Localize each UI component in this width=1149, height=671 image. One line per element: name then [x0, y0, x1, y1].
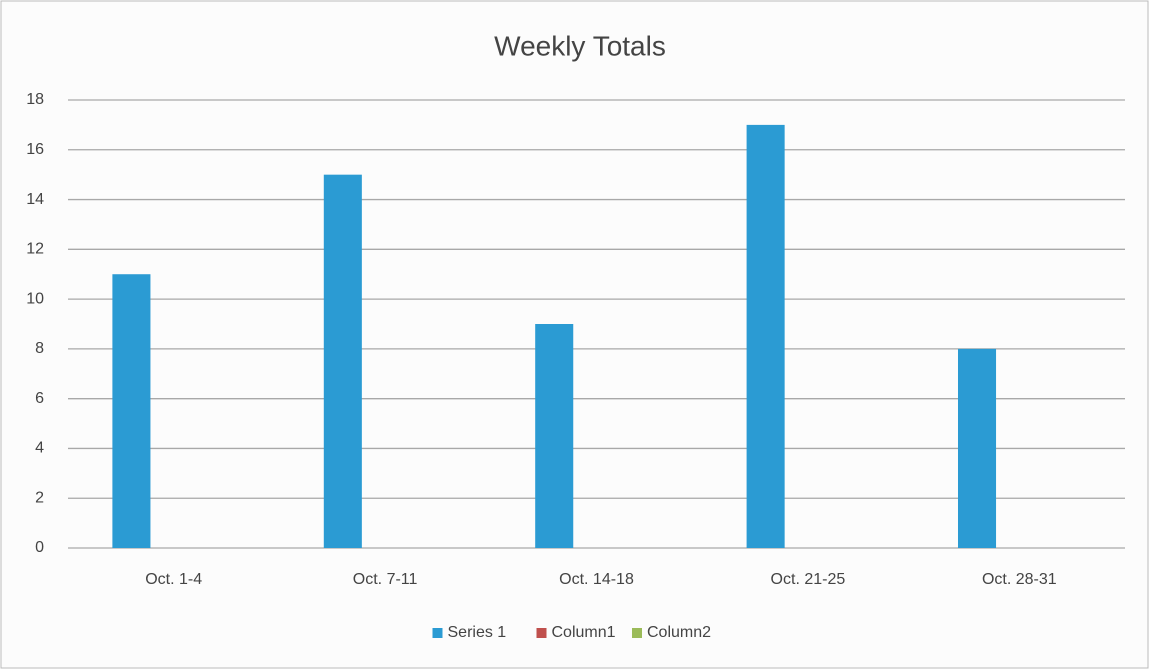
x-tick-label: Oct. 7-11: [353, 571, 418, 588]
y-tick-label: 2: [35, 489, 44, 506]
bar: [746, 124, 785, 548]
y-tick-label: 8: [35, 340, 44, 357]
legend-swatch: [536, 628, 547, 638]
y-tick-label: 6: [35, 390, 44, 407]
y-tick-label: 10: [26, 290, 44, 307]
y-tick-label: 12: [26, 241, 44, 258]
bar: [112, 274, 151, 548]
legend-swatch: [632, 628, 642, 638]
y-tick-label: 4: [35, 440, 44, 457]
x-tick-label: Oct. 21-25: [771, 571, 846, 588]
x-tick-label: Oct. 28-31: [982, 571, 1057, 588]
legend-label: Column2: [647, 624, 711, 641]
legend-label: Column1: [552, 624, 616, 641]
y-tick-label: 14: [26, 191, 44, 208]
x-tick-label: Oct. 14-18: [559, 571, 634, 588]
bar: [323, 174, 362, 548]
bar: [957, 348, 997, 548]
chart-title: Weekly Totals: [494, 30, 666, 61]
x-tick-label: Oct. 1-4: [145, 571, 202, 588]
legend-swatch: [432, 628, 443, 638]
y-tick-label: 18: [26, 91, 44, 108]
legend-label: Series 1: [448, 624, 507, 641]
y-tick-label: 0: [35, 539, 44, 556]
bar: [535, 324, 574, 548]
y-tick-label: 16: [26, 141, 44, 158]
